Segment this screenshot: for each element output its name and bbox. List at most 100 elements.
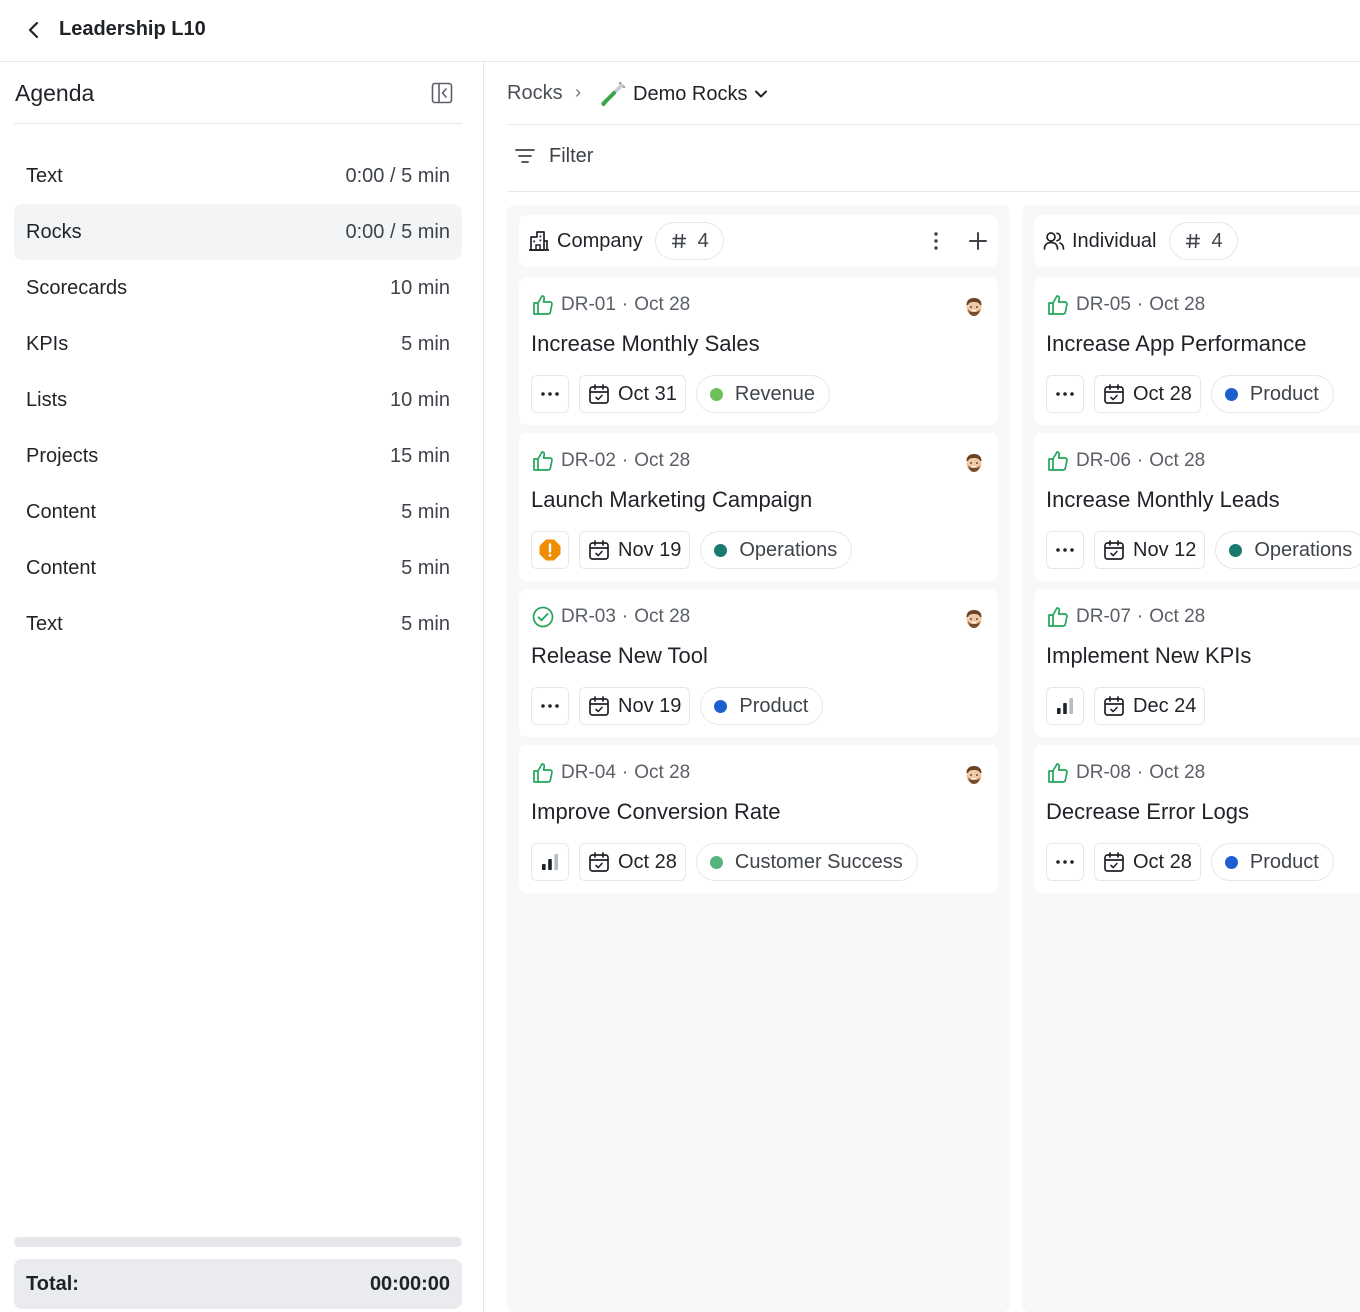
- tag-chip[interactable]: Product: [1210, 843, 1334, 881]
- total-value: 00:00:00: [369, 1272, 450, 1295]
- sidebar-collapse-icon: [431, 82, 453, 104]
- due-date-chip[interactable]: Oct 28: [1094, 375, 1201, 413]
- column-count-badge: 4: [1168, 222, 1238, 260]
- due-date-chip[interactable]: Nov 19: [579, 687, 691, 725]
- rock-title: Launch Marketing Campaign: [531, 487, 813, 512]
- rock-created-date: Oct 28: [634, 606, 691, 627]
- meta-separator: ·: [621, 606, 629, 627]
- back-button[interactable]: [22, 18, 46, 42]
- tag-label: Product: [1249, 382, 1319, 405]
- tag-chip[interactable]: Operations: [700, 531, 853, 569]
- tag-label: Operations: [739, 538, 838, 561]
- column-title-label: Individual: [1072, 229, 1157, 252]
- rock-card[interactable]: DR-07 · Oct 28 Implement New KPIs Dec 24: [1034, 589, 1360, 737]
- agenda-item-kpis[interactable]: KPIs 5 min: [14, 316, 462, 372]
- rock-created-date: Oct 28: [1149, 606, 1206, 627]
- calendar-icon: [587, 382, 611, 406]
- agenda-item-content[interactable]: Content 5 min: [14, 484, 462, 540]
- meta-separator: ·: [621, 762, 629, 783]
- rock-card[interactable]: DR-08 · Oct 28 Decrease Error Logs Oct 28 Pro…: [1034, 745, 1360, 893]
- rock-title: Release New Tool: [531, 643, 708, 668]
- column-actions: [924, 229, 990, 253]
- agenda-item-projects[interactable]: Projects 15 min: [14, 428, 462, 484]
- avatar[interactable]: [964, 453, 984, 473]
- agenda-item-label: Content: [26, 556, 97, 579]
- column-title-label: Company: [557, 229, 643, 252]
- collapse-sidebar-button[interactable]: [430, 81, 454, 105]
- tag-chip[interactable]: Operations: [1215, 531, 1360, 569]
- agenda-item-label: Rocks: [26, 220, 82, 243]
- rock-card[interactable]: DR-01 · Oct 28 Increase Monthly Sales Oct 31…: [519, 277, 998, 425]
- more-horizontal-icon: [1054, 539, 1076, 561]
- plus-icon: [966, 229, 990, 253]
- breadcrumb-separator: ›: [575, 82, 581, 102]
- due-date-chip[interactable]: Oct 28: [579, 843, 686, 881]
- rock-card-chips: Oct 28 Customer Success: [531, 843, 918, 881]
- rock-card[interactable]: DR-03 · Oct 28 Release New Tool Nov 19 Produc…: [519, 589, 998, 737]
- agenda-item-label: Lists: [26, 388, 68, 411]
- due-date-label: Oct 31: [618, 382, 677, 405]
- rock-card[interactable]: DR-05 · Oct 28 Increase App Performance Oct …: [1034, 277, 1360, 425]
- agenda-item-rocks[interactable]: Rocks 0:00 / 5 min: [14, 204, 462, 260]
- warning-button[interactable]: [531, 531, 569, 569]
- tag-color-dot: [1224, 855, 1238, 869]
- due-date-label: Nov 19: [618, 694, 682, 717]
- tag-label: Product: [1249, 850, 1319, 873]
- meta-separator: ·: [1136, 450, 1144, 471]
- more-button[interactable]: [1046, 375, 1084, 413]
- column-menu-button[interactable]: [924, 229, 948, 253]
- chart-button[interactable]: [1046, 687, 1084, 725]
- more-button[interactable]: [1046, 531, 1084, 569]
- agenda-item-text[interactable]: Text 5 min: [14, 596, 462, 652]
- due-date-label: Oct 28: [618, 850, 677, 873]
- rock-card-meta: DR-07 · Oct 28: [1046, 605, 1205, 629]
- due-date-chip[interactable]: Oct 31: [579, 375, 686, 413]
- thumbs-up-icon: [1046, 449, 1070, 473]
- rock-card-chips: Nov 19 Operations: [531, 531, 853, 569]
- due-date-chip[interactable]: Nov 12: [1094, 531, 1206, 569]
- breadcrumb-rocks[interactable]: Rocks: [507, 82, 563, 104]
- avatar[interactable]: [964, 297, 984, 317]
- thumbs-up-icon: [531, 449, 555, 473]
- rock-card[interactable]: DR-04 · Oct 28 Improve Conversion Rate Oct 2…: [519, 745, 998, 893]
- agenda-item-scorecards[interactable]: Scorecards 10 min: [14, 260, 462, 316]
- rock-created-date: Oct 28: [634, 294, 691, 315]
- avatar[interactable]: [964, 609, 984, 629]
- thumbs-up-icon: [531, 761, 555, 785]
- tag-chip[interactable]: Product: [700, 687, 824, 725]
- warning-icon: [538, 538, 562, 562]
- rock-card[interactable]: DR-02 · Oct 28 Launch Marketing Campaign Nov…: [519, 433, 998, 581]
- due-date-chip[interactable]: Nov 19: [579, 531, 691, 569]
- top-bar: Leadership L10: [0, 0, 1360, 62]
- column-header: Company 4: [519, 215, 998, 267]
- filter-button[interactable]: Filter: [513, 144, 593, 168]
- breadcrumb-demo-rocks-dropdown[interactable]: Demo Rocks: [599, 78, 769, 110]
- due-date-chip[interactable]: Oct 28: [1094, 843, 1201, 881]
- tag-chip[interactable]: Revenue: [695, 375, 830, 413]
- hash-icon: [670, 232, 688, 250]
- more-button[interactable]: [531, 375, 569, 413]
- agenda-item-time: 5 min: [401, 612, 450, 635]
- due-date-chip[interactable]: Dec 24: [1094, 687, 1206, 725]
- add-rock-button[interactable]: [966, 229, 990, 253]
- agenda-item-lists[interactable]: Lists 10 min: [14, 372, 462, 428]
- agenda-item-text[interactable]: Text 0:00 / 5 min: [14, 148, 462, 204]
- total-bar: Total: 00:00:00: [14, 1259, 462, 1309]
- rock-id: DR-06: [1076, 450, 1131, 471]
- tag-label: Revenue: [734, 382, 815, 405]
- rock-card[interactable]: DR-06 · Oct 28 Increase Monthly Leads Nov 12…: [1034, 433, 1360, 581]
- avatar[interactable]: [964, 765, 984, 785]
- agenda-item-time: 10 min: [389, 388, 450, 411]
- more-button[interactable]: [1046, 843, 1084, 881]
- more-button[interactable]: [531, 687, 569, 725]
- rock-card-meta: DR-05 · Oct 28: [1046, 293, 1205, 317]
- tag-chip[interactable]: Customer Success: [695, 843, 918, 881]
- chart-button[interactable]: [531, 843, 569, 881]
- tag-chip[interactable]: Product: [1210, 375, 1334, 413]
- agenda-header: Agenda: [14, 62, 462, 124]
- rock-id: DR-01: [561, 294, 616, 315]
- meta-separator: ·: [621, 294, 629, 315]
- agenda-item-content[interactable]: Content 5 min: [14, 540, 462, 596]
- bar-chart-icon: [1054, 695, 1076, 717]
- due-date-label: Nov 19: [618, 538, 682, 561]
